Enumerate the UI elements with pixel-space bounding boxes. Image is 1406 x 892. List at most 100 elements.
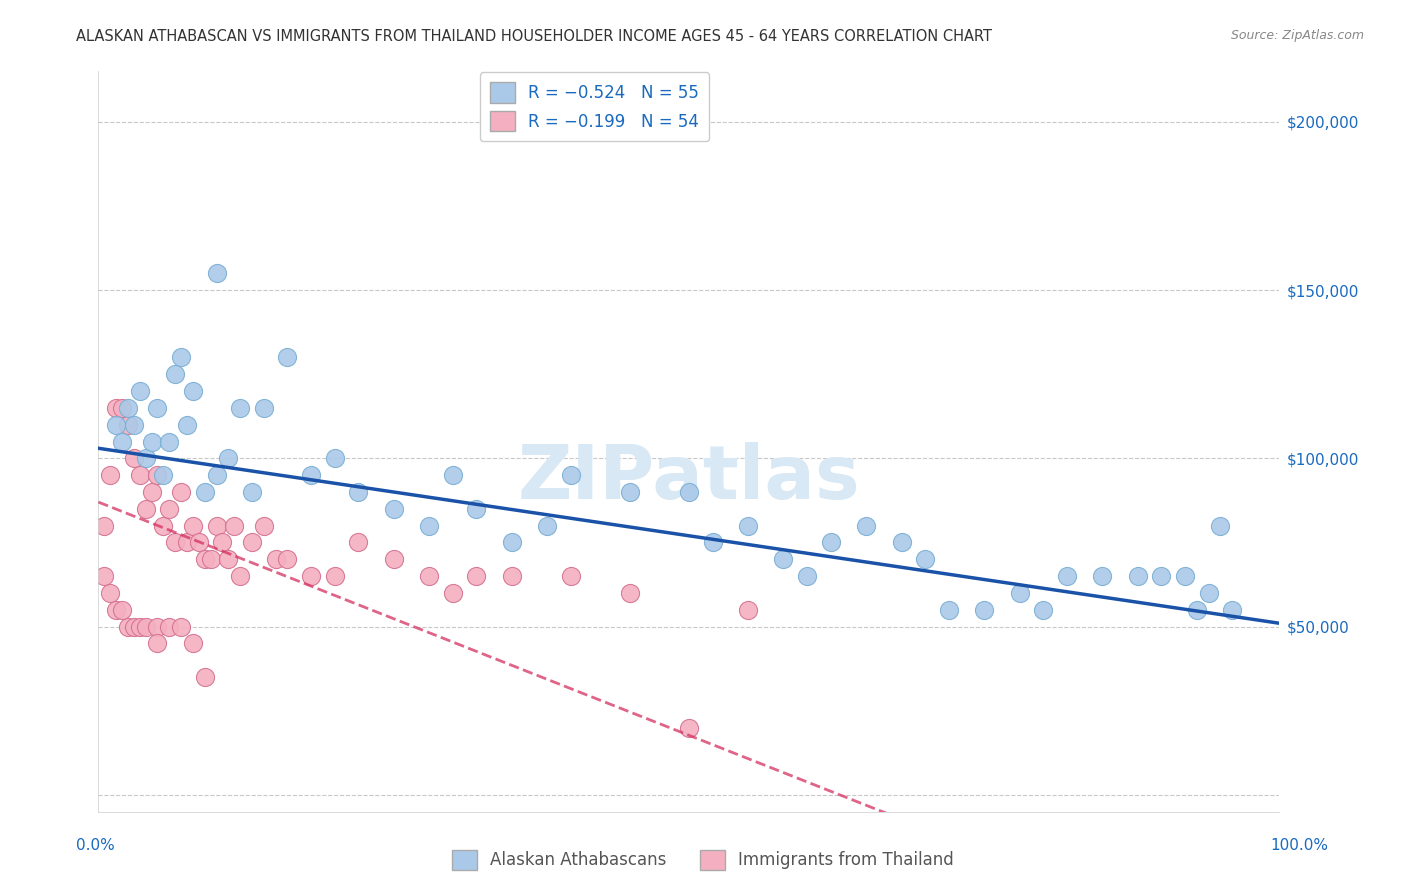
Point — [1185, 603, 1208, 617]
Point — [820, 535, 842, 549]
Point — [128, 384, 150, 398]
Point — [501, 535, 523, 549]
Point — [253, 401, 276, 415]
Point — [323, 451, 346, 466]
Point — [135, 620, 157, 634]
Point — [1091, 569, 1114, 583]
Point — [796, 569, 818, 583]
Point — [146, 620, 169, 634]
Point — [122, 620, 145, 634]
Point — [117, 620, 139, 634]
Point — [1008, 586, 1031, 600]
Point — [441, 468, 464, 483]
Point — [702, 535, 724, 549]
Point — [240, 535, 263, 549]
Point — [465, 501, 488, 516]
Point — [111, 401, 134, 415]
Point — [105, 603, 128, 617]
Point — [224, 518, 246, 533]
Point — [176, 535, 198, 549]
Point — [205, 468, 228, 483]
Point — [170, 351, 193, 365]
Legend: Alaskan Athabascans, Immigrants from Thailand: Alaskan Athabascans, Immigrants from Tha… — [446, 843, 960, 877]
Point — [264, 552, 287, 566]
Text: Source: ZipAtlas.com: Source: ZipAtlas.com — [1230, 29, 1364, 43]
Point — [418, 518, 440, 533]
Text: ZIPatlas: ZIPatlas — [517, 442, 860, 515]
Point — [1126, 569, 1149, 583]
Point — [165, 535, 187, 549]
Point — [299, 468, 322, 483]
Point — [323, 569, 346, 583]
Point — [1032, 603, 1054, 617]
Point — [560, 569, 582, 583]
Point — [465, 569, 488, 583]
Point — [117, 417, 139, 432]
Point — [122, 451, 145, 466]
Point — [181, 384, 204, 398]
Point — [170, 620, 193, 634]
Point — [276, 552, 298, 566]
Point — [914, 552, 936, 566]
Point — [141, 485, 163, 500]
Point — [560, 468, 582, 483]
Point — [146, 636, 169, 650]
Point — [93, 518, 115, 533]
Point — [128, 468, 150, 483]
Point — [205, 518, 228, 533]
Point — [205, 266, 228, 280]
Point — [382, 501, 405, 516]
Point — [146, 468, 169, 483]
Point — [1056, 569, 1078, 583]
Point — [128, 620, 150, 634]
Point — [170, 485, 193, 500]
Point — [181, 518, 204, 533]
Point — [217, 552, 239, 566]
Point — [1209, 518, 1232, 533]
Point — [105, 401, 128, 415]
Point — [737, 518, 759, 533]
Point — [737, 603, 759, 617]
Point — [855, 518, 877, 533]
Point — [890, 535, 912, 549]
Point — [194, 552, 217, 566]
Point — [165, 368, 187, 382]
Point — [678, 485, 700, 500]
Point — [619, 586, 641, 600]
Text: 0.0%: 0.0% — [76, 838, 115, 853]
Point — [181, 636, 204, 650]
Point — [146, 401, 169, 415]
Point — [93, 569, 115, 583]
Point — [276, 351, 298, 365]
Point — [619, 485, 641, 500]
Point — [347, 485, 370, 500]
Point — [135, 501, 157, 516]
Point — [938, 603, 960, 617]
Point — [152, 518, 174, 533]
Point — [152, 468, 174, 483]
Text: 100.0%: 100.0% — [1270, 838, 1329, 853]
Point — [122, 417, 145, 432]
Point — [176, 417, 198, 432]
Point — [229, 569, 252, 583]
Point — [240, 485, 263, 500]
Point — [111, 434, 134, 449]
Point — [347, 535, 370, 549]
Text: ALASKAN ATHABASCAN VS IMMIGRANTS FROM THAILAND HOUSEHOLDER INCOME AGES 45 - 64 Y: ALASKAN ATHABASCAN VS IMMIGRANTS FROM TH… — [76, 29, 993, 45]
Point — [157, 501, 180, 516]
Point — [211, 535, 233, 549]
Point — [501, 569, 523, 583]
Point — [135, 451, 157, 466]
Point — [1220, 603, 1243, 617]
Point — [194, 485, 217, 500]
Point — [418, 569, 440, 583]
Point — [678, 721, 700, 735]
Point — [98, 468, 121, 483]
Point — [536, 518, 558, 533]
Point — [157, 434, 180, 449]
Point — [1198, 586, 1220, 600]
Point — [187, 535, 209, 549]
Point — [117, 401, 139, 415]
Point — [253, 518, 276, 533]
Point — [105, 417, 128, 432]
